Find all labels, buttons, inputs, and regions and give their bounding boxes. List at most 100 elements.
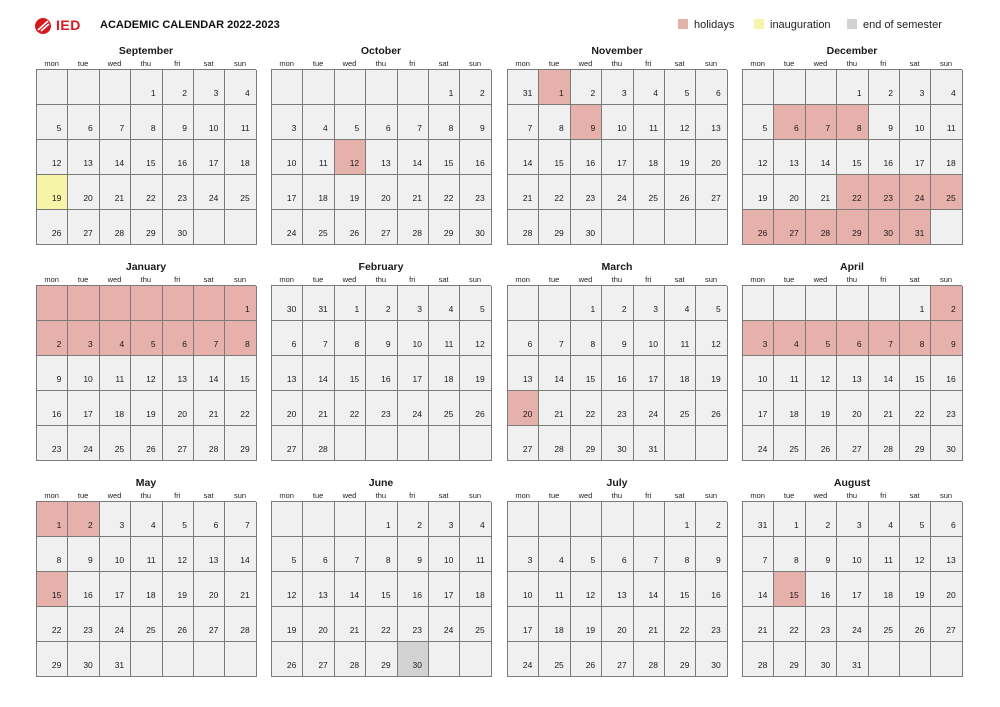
weekday-label: tue [548, 491, 560, 500]
day-number: 22 [443, 193, 454, 203]
empty-cell [428, 426, 461, 461]
day-cell: 3 [397, 286, 429, 321]
weekday-label: sat [203, 275, 214, 284]
day-cell: 31 [899, 210, 932, 245]
weekday-label: tue [548, 59, 560, 68]
month-title: July [606, 477, 628, 489]
month-september: September mon tue wed thu fri sat sun 1 2 3 4 5 6 7 8 9 1… [36, 44, 257, 245]
day-cell: 25 [664, 391, 697, 426]
day-number: 7 [527, 123, 533, 133]
day-cell: 10 [428, 537, 461, 572]
weekday-label: mon [515, 275, 530, 284]
day-cell: 17 [68, 391, 100, 426]
day-number: 15 [146, 158, 156, 168]
weekday-label: fri [409, 275, 416, 284]
day-cell: 9 [366, 321, 398, 356]
day-number: 25 [883, 625, 893, 635]
day-number: 20 [177, 409, 187, 419]
day-cell: 21 [868, 391, 900, 426]
day-number: 8 [354, 339, 360, 349]
day-number: 27 [946, 625, 956, 635]
day-number: 6 [213, 520, 219, 530]
day-number: 5 [182, 520, 187, 530]
day-number: 30 [883, 228, 893, 238]
day-number: 17 [757, 409, 768, 419]
day-cell: 1 [774, 502, 806, 537]
day-number: 15 [51, 590, 62, 600]
page-title: ACADEMIC CALENDAR 2022-2023 [100, 19, 280, 31]
day-number: 11 [680, 339, 690, 349]
days-grid: 1 2 3 4 5 6 7 8 9 10 11 12 13 14 15 16 17 18 19 20 21 22 23 24 2… [36, 285, 257, 461]
day-cell: 16 [602, 356, 634, 391]
days-grid: 1 2 3 4 5 6 7 8 9 10 11 12 13 14 15 16 17 18 19 20 21 22 23 24 2… [507, 501, 728, 677]
day-number: 17 [522, 625, 533, 635]
empty-cell [162, 642, 194, 677]
day-number: 28 [757, 660, 768, 670]
day-cell: 28 [193, 426, 226, 461]
day-number: 1 [354, 304, 360, 314]
day-cell: 29 [428, 210, 461, 245]
day-cell: 16 [366, 356, 398, 391]
day-cell: 10 [193, 105, 226, 140]
day-number: 26 [475, 409, 485, 419]
day-number: 22 [349, 409, 360, 419]
day-number: 25 [146, 625, 156, 635]
days-grid: 1 2 3 4 5 6 7 8 9 10 11 12 13 14 15 16 17 18 19 20 21 22 23 24 2… [271, 69, 492, 245]
day-cell: 27 [696, 175, 728, 210]
day-cell: 23 [68, 607, 100, 642]
day-number: 5 [684, 88, 690, 98]
day-number: 13 [83, 158, 93, 168]
day-number: 27 [381, 228, 391, 238]
day-number: 31 [522, 88, 533, 98]
day-cell: 31 [837, 642, 869, 677]
empty-cell [743, 286, 775, 321]
day-cell: 16 [805, 572, 838, 607]
day-cell: 24 [602, 175, 634, 210]
empty-cell [633, 502, 665, 537]
day-cell: 19 [696, 356, 728, 391]
day-number: 24 [617, 193, 627, 203]
weekday-label: sat [674, 59, 685, 68]
weekday-label: sat [438, 275, 449, 284]
weekday-header: mon tue wed thu fri sat sun [36, 274, 256, 285]
empty-cell [805, 70, 838, 105]
day-cell: 12 [460, 321, 492, 356]
day-number: 2 [56, 339, 62, 349]
day-cell: 20 [68, 175, 100, 210]
day-cell: 7 [633, 537, 665, 572]
day-number: 29 [852, 228, 862, 238]
day-number: 8 [684, 555, 690, 565]
day-number: 12 [177, 555, 187, 565]
day-number: 6 [856, 339, 862, 349]
day-number: 27 [83, 228, 93, 238]
weekday-label: tue [312, 491, 324, 500]
day-number: 9 [825, 555, 831, 565]
weekday-label: mon [750, 59, 765, 68]
day-number: 16 [83, 590, 93, 600]
day-cell: 14 [633, 572, 665, 607]
day-number: 13 [286, 374, 297, 384]
day-cell: 4 [460, 502, 492, 537]
weekday-label: thu [611, 491, 623, 500]
day-number: 10 [114, 555, 125, 565]
month-title: October [360, 45, 402, 57]
day-number: 20 [852, 409, 862, 419]
empty-cell [696, 210, 728, 245]
day-number: 28 [412, 228, 422, 238]
day-cell: 20 [602, 607, 634, 642]
day-number: 29 [51, 660, 62, 670]
day-number: 24 [412, 409, 422, 419]
day-cell: 15 [570, 356, 603, 391]
day-cell: 27 [193, 607, 226, 642]
day-number: 18 [114, 409, 125, 419]
day-number: 17 [286, 193, 297, 203]
day-number: 27 [711, 193, 721, 203]
empty-cell [397, 426, 429, 461]
month-december: December mon tue wed thu fri sat sun 1 2 3 4 5 6 7 8 9 10… [742, 44, 963, 245]
day-number: 30 [83, 660, 93, 670]
day-number: 9 [621, 339, 627, 349]
day-cell: 4 [868, 502, 900, 537]
day-number: 2 [417, 520, 422, 530]
day-cell: 8 [539, 105, 571, 140]
day-cell: 12 [696, 321, 728, 356]
